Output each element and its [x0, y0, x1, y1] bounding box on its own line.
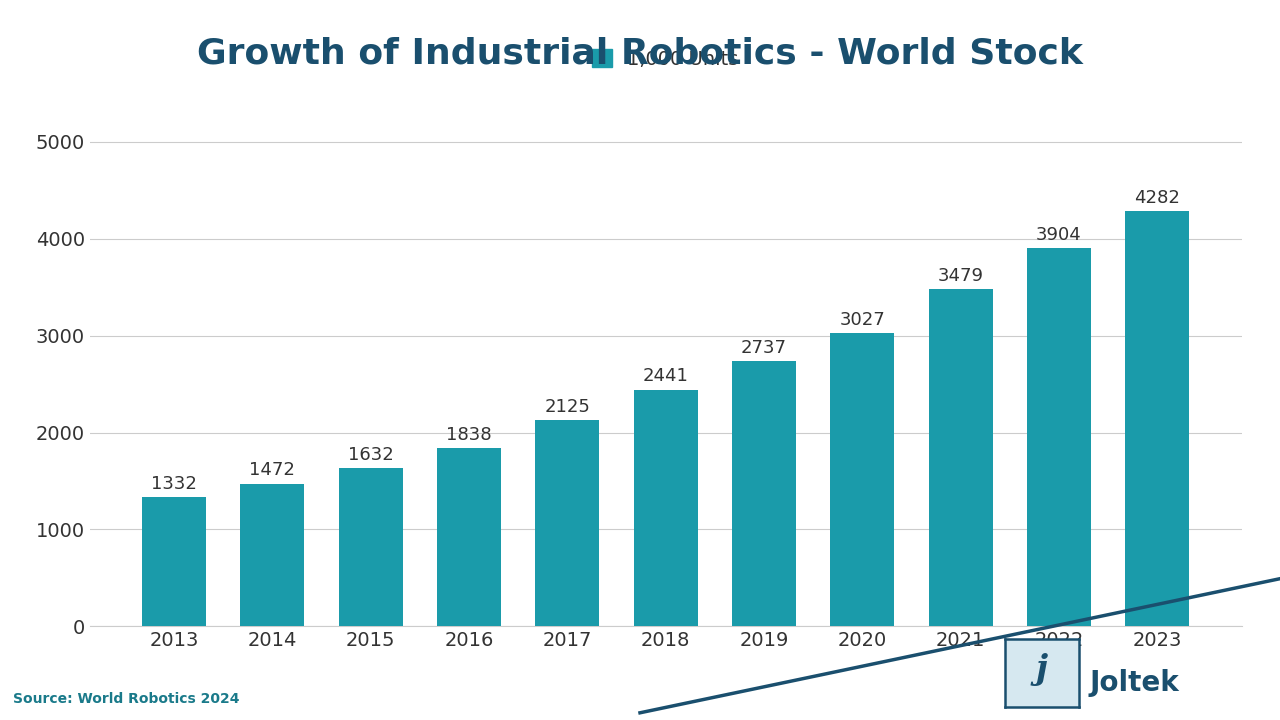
Bar	[732, 361, 796, 626]
Text: 1632: 1632	[348, 446, 393, 464]
Text: 3479: 3479	[938, 267, 983, 285]
Text: 2737: 2737	[741, 338, 787, 356]
Bar	[929, 289, 992, 626]
Text: 3027: 3027	[840, 310, 886, 328]
Bar	[535, 420, 599, 626]
Bar	[1125, 212, 1189, 626]
Bar	[831, 333, 895, 626]
Text: Growth of Industrial Robotics - World Stock: Growth of Industrial Robotics - World St…	[197, 36, 1083, 70]
Text: Source: World Robotics 2024: Source: World Robotics 2024	[13, 692, 239, 706]
Text: 1332: 1332	[151, 475, 197, 493]
Legend: 1,000 Units: 1,000 Units	[585, 42, 746, 76]
Bar	[436, 449, 500, 626]
Text: Joltek: Joltek	[1089, 669, 1179, 697]
Text: 3904: 3904	[1036, 225, 1082, 243]
Bar	[339, 468, 402, 626]
Bar	[634, 390, 698, 626]
Text: 1838: 1838	[447, 426, 492, 444]
Text: 2441: 2441	[643, 367, 689, 385]
Bar	[1027, 248, 1091, 626]
Bar	[142, 498, 206, 626]
Text: 4282: 4282	[1134, 189, 1180, 207]
Text: 1472: 1472	[250, 462, 296, 480]
Text: j: j	[1036, 653, 1048, 686]
Text: 2125: 2125	[544, 398, 590, 416]
Bar	[241, 484, 305, 626]
